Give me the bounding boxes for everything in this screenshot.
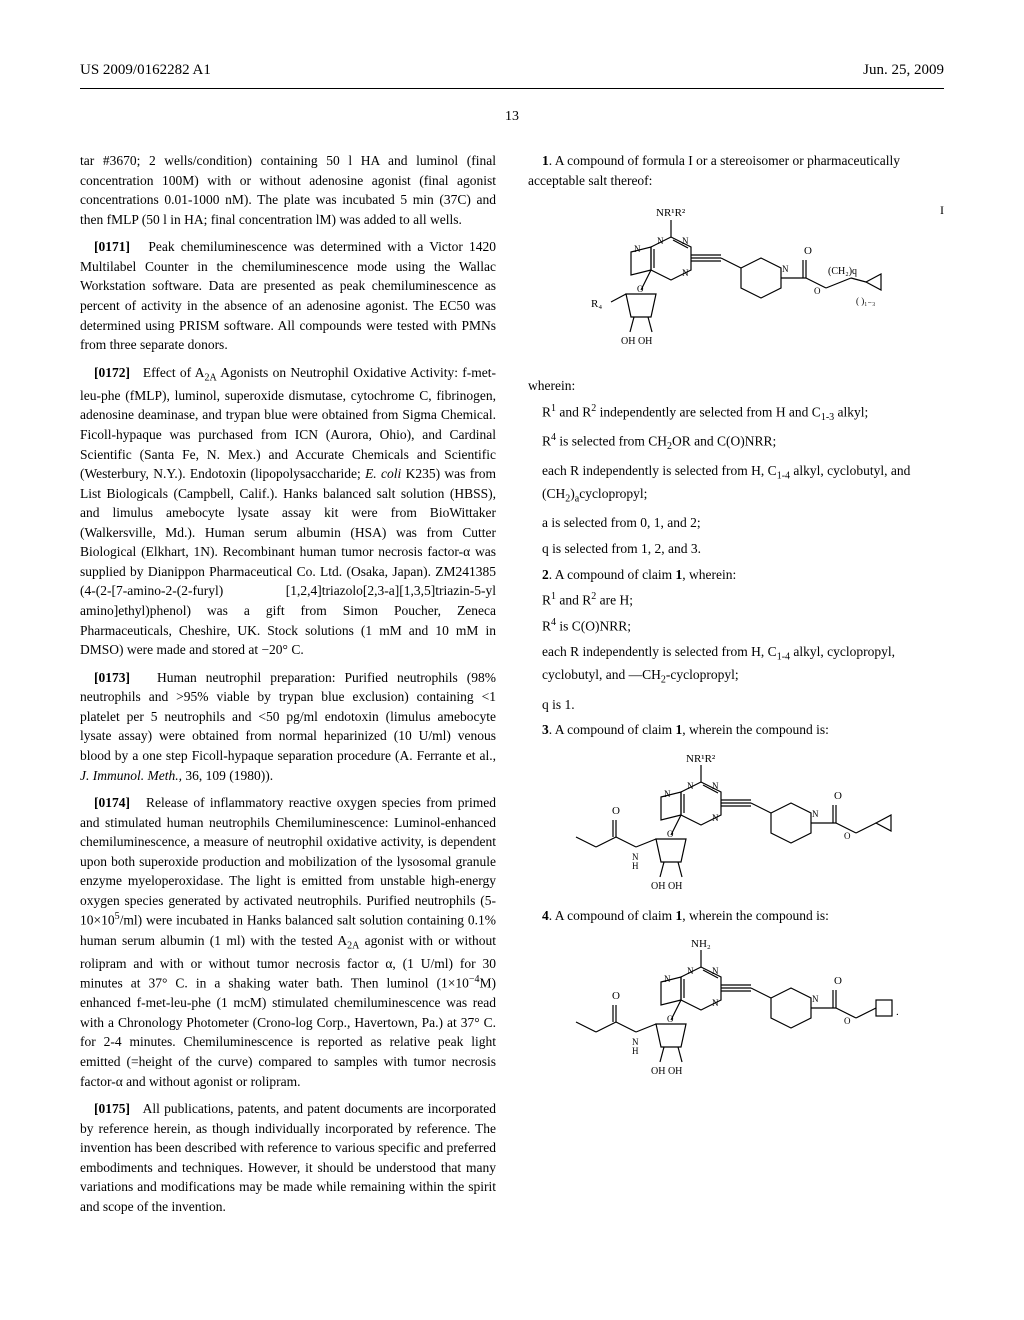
claim-1: 1. A compound of formula I or a stereois… [528,151,944,190]
publication-date: Jun. 25, 2009 [863,60,944,82]
italic-text: E. coli [365,466,401,481]
publication-number: US 2009/0162282 A1 [80,60,211,82]
svg-text:H: H [632,861,639,871]
label-n13: ( )₁₋₃ [856,296,875,306]
claim-3: 3. A compound of claim 1, wherein the co… [528,720,944,740]
label-nr1r2: NR¹R² [656,207,686,219]
svg-text:N: N [712,998,719,1008]
claim-number: 2 [542,567,549,582]
claim-2: 2. A compound of claim 1, wherein: [528,565,944,585]
svg-text:N: N [634,244,641,254]
para-num: [0174] [94,795,130,810]
subscript: 2A [347,940,359,951]
claim-number: 3 [542,722,549,737]
label-o: O [834,975,842,987]
svg-text:N: N [712,781,719,791]
label-ohoh: OH OH [651,1066,682,1077]
page-number: 13 [80,107,944,127]
svg-text:N: N [687,781,694,791]
svg-text:O: O [667,1014,674,1024]
para-num: [0175] [94,1101,130,1116]
label-o: O [834,790,842,802]
svg-text:N: N [712,966,719,976]
formula-label: I [940,202,944,219]
para-text: M) enhanced f-met-leu-phe (1 mcM) stimul… [80,976,496,1089]
def-each-r: each R independently is selected from H,… [542,461,944,507]
label-nr1r2: NR¹R² [686,753,716,765]
svg-text:O: O [844,831,851,841]
two-column-body: tar #3670; 2 wells/condition) containing… [80,151,944,1225]
label-nh2: NH₂ [691,938,711,950]
label-ch2q: (CH₂)q [828,266,857,277]
c2-q: q is 1. [542,695,944,715]
structure-svg-1: NR¹R² R₄ OH OH O (CH₂)q ( )₁₋₃ N N N N N… [556,202,916,362]
c2-r4: R4 is C(O)NRR; [542,616,944,636]
para-text: Agonists on Neutrophil Oxidative Activit… [80,365,496,481]
wherein-label: wherein: [528,376,944,396]
para-num: [0173] [94,670,130,685]
para-text: Human neutrophil preparation: Purified n… [80,670,496,763]
claim-text: . A compound of formula I or a stereoiso… [528,153,900,188]
paragraph-0174: [0174] Release of inflammatory reactive … [80,793,496,1091]
label-r4: R₄ [591,298,602,310]
para-num: [0172] [94,365,130,380]
superscript: −4 [469,974,480,985]
c2-each-r: each R independently is selected from H,… [542,642,944,688]
svg-text:O: O [844,1016,851,1026]
para-text: All publications, patents, and patent do… [80,1101,496,1214]
svg-text:O: O [612,990,620,1002]
svg-text:N: N [812,809,819,819]
paragraph-0173: [0173] Human neutrophil preparation: Pur… [80,668,496,785]
para-num: [0171] [94,239,130,254]
italic-text: J. Immunol. Meth., [80,768,182,783]
structure-svg-3: NH₂ OH OH O O N H O O N N N N N . [556,937,916,1077]
chemical-structure-1: I [528,202,944,362]
claim-number: 1 [542,153,549,168]
label-ohoh: OH OH [621,336,652,347]
svg-text:N: N [687,966,694,976]
para-text: Release of inflammatory reactive oxygen … [80,795,496,928]
label-ohoh: OH OH [651,881,682,892]
svg-text:.: . [896,1006,899,1018]
para-text: Effect of A [143,365,205,380]
svg-text:N: N [664,974,671,984]
svg-text:N: N [782,264,789,274]
def-r1r2: R1 and R2 independently are selected fro… [542,402,944,426]
svg-text:O: O [612,805,620,817]
subscript: 2A [205,372,217,383]
svg-text:N: N [812,994,819,1004]
svg-text:N: N [664,789,671,799]
svg-text:O: O [637,284,644,294]
claim-number: 4 [542,908,549,923]
structure-svg-2: NR¹R² OH OH O O N H O O N N N N N [556,752,916,892]
svg-text:N: N [682,268,689,278]
svg-text:N: N [712,813,719,823]
chemical-structure-2: NR¹R² OH OH O O N H O O N N N N N [528,752,944,892]
c2-r1r2: R1 and R2 are H; [542,590,944,610]
left-column: tar #3670; 2 wells/condition) containing… [80,151,496,1225]
right-column: 1. A compound of formula I or a stereois… [528,151,944,1225]
def-r4: R4 is selected from CH2OR and C(O)NRR; [542,431,944,455]
para-text: K235) was from List Biologicals (Campbel… [80,466,496,657]
claim-4: 4. A compound of claim 1, wherein the co… [528,906,944,926]
paragraph-0175: [0175] All publications, patents, and pa… [80,1099,496,1216]
para-continuation: tar #3670; 2 wells/condition) containing… [80,151,496,229]
chemical-structure-3: NH₂ OH OH O O N H O O N N N N N . [528,937,944,1077]
svg-text:N: N [682,236,689,246]
svg-text:O: O [814,286,821,296]
def-a: a is selected from 0, 1, and 2; [542,513,944,533]
svg-text:H: H [632,1046,639,1056]
label-o: O [804,245,812,257]
paragraph-0172: [0172] Effect of A2A Agonists on Neutrop… [80,363,496,660]
para-text: Peak chemiluminescence was determined wi… [80,239,496,352]
paragraph-0171: [0171] Peak chemiluminescence was determ… [80,237,496,354]
svg-text:O: O [667,829,674,839]
svg-text:N: N [657,236,664,246]
def-q: q is selected from 1, 2, and 3. [542,539,944,559]
para-text: 36, 109 (1980)). [182,768,273,783]
page-header: US 2009/0162282 A1 Jun. 25, 2009 [80,60,944,89]
